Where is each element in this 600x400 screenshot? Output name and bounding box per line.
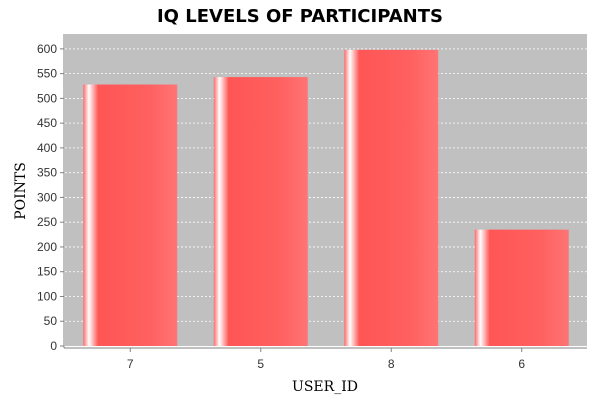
bar-5 xyxy=(213,77,308,346)
y-tick-label: 600 xyxy=(37,42,57,56)
x-tick-label: 6 xyxy=(518,357,525,371)
x-ticks: 7 5 8 6 xyxy=(127,348,525,371)
y-ticks: 0 50 100 150 200 250 300 350 400 450 500 550 600 xyxy=(37,42,64,353)
y-tick-label: 100 xyxy=(37,289,57,303)
x-tick-label: 7 xyxy=(127,357,134,371)
y-tick-label: 350 xyxy=(37,166,57,180)
chart-title: IQ LEVELS OF PARTICIPANTS xyxy=(157,6,443,27)
bar-6 xyxy=(474,229,569,346)
x-axis-label: USER_ID xyxy=(292,379,358,395)
y-tick-label: 400 xyxy=(37,141,57,155)
bar-7 xyxy=(83,84,178,346)
y-tick-label: 50 xyxy=(44,314,58,328)
y-tick-label: 300 xyxy=(37,190,57,204)
bars xyxy=(83,49,569,346)
x-tick-label: 8 xyxy=(388,357,395,371)
y-axis-label: POINTS xyxy=(13,162,29,220)
gridlines xyxy=(65,48,587,322)
y-tick-label: 0 xyxy=(50,339,57,353)
y-tick-label: 500 xyxy=(37,91,57,105)
y-tick-label: 450 xyxy=(37,116,57,130)
y-tick-label: 200 xyxy=(37,240,57,254)
y-tick-label: 150 xyxy=(37,265,57,279)
bar-8 xyxy=(344,49,439,346)
x-tick-label: 5 xyxy=(257,357,264,371)
y-tick-label: 250 xyxy=(37,215,57,229)
y-tick-label: 550 xyxy=(37,67,57,81)
